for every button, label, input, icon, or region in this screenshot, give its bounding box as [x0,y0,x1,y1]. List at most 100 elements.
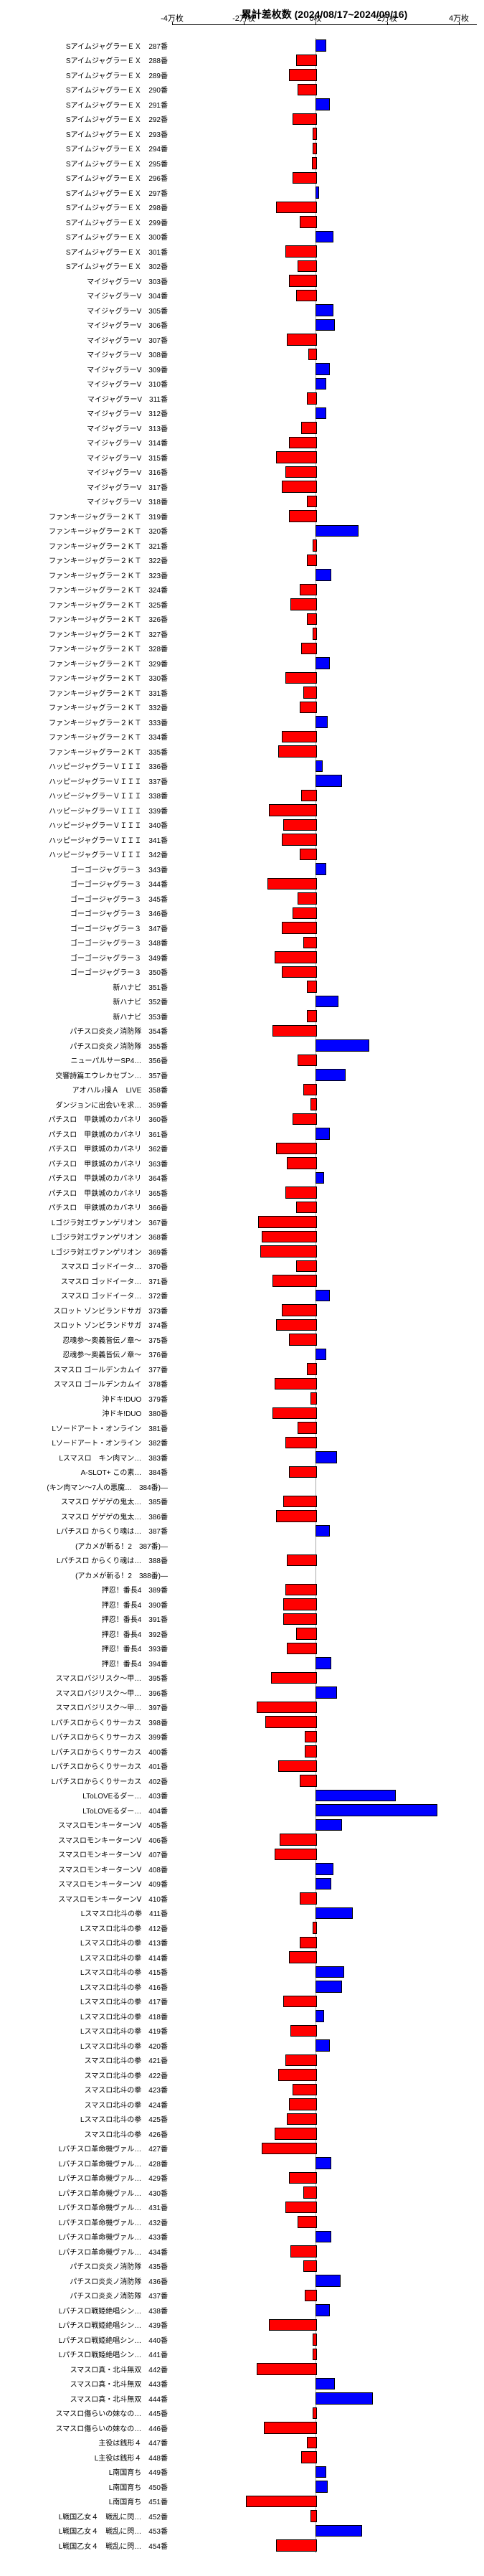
row-bar-area [172,714,459,730]
row-label: スロット ゾンビランドサガ 374番 [7,1319,172,1330]
row-label: Lスマスロ北斗の拳 425番 [7,2113,172,2124]
row-bar-area [172,38,459,53]
row-label: マイジャグラーV 313番 [7,423,172,433]
bar [315,2304,330,2316]
row-label: 交響詩篇エウレカセブン… 357番 [7,1070,172,1080]
row-label: スマスロモンキーターンⅤ 407番 [7,1849,172,1859]
row-bar-area [172,818,459,833]
chart-row: パチスロ 甲鉄城のカバネリ 364番 [172,1171,459,1186]
row-bar-area [172,1200,459,1215]
chart-row: 新ハナビ 351番 [172,979,459,994]
bar [298,1422,317,1434]
bar [269,2319,317,2331]
chart-row: スマスロ ゴッドイータ… 372番 [172,1288,459,1303]
chart-row: ゴーゴージャグラー３ 347番 [172,920,459,935]
chart-row: Lパチスロ革命機ヴァル… 433番 [172,2230,459,2245]
row-bar-area [172,318,459,333]
row-bar-area [172,2494,459,2509]
bar [315,2157,331,2169]
row-bar-area [172,1259,459,1274]
bar [289,437,318,449]
chart-row: ダンジョンに出会いを求… 359番 [172,1097,459,1112]
chart-row: SアイムジャグラーＥＸ 301番 [172,244,459,259]
bar [300,1937,318,1949]
row-label: ニューパルサーSP4… 356番 [7,1055,172,1065]
row-bar-area [172,641,459,656]
bar [315,1686,337,1699]
row-label: Lパチスロ戦姫絶唱シン… 441番 [7,2349,172,2359]
row-bar-area [172,171,459,186]
chart-row: SアイムジャグラーＥＸ 294番 [172,141,459,156]
bar [313,143,317,155]
row-bar-area [172,2112,459,2127]
row-bar-area [172,377,459,392]
row-label: ファンキージャグラー２ＫＴ 321番 [7,540,172,551]
row-label: パチスロ 甲鉄城のカバネリ 360番 [7,1113,172,1124]
bar [315,2525,362,2537]
row-label: LToLOVEるダー… 403番 [7,1790,172,1801]
bar [313,128,317,140]
bar [315,378,326,390]
chart-row: ハッピージャグラーＶＩＩＩ 341番 [172,832,459,847]
row-label: Lパチスロ革命機ヴァル… 428番 [7,2158,172,2169]
chart-row: Lパチスロ革命機ヴァル… 432番 [172,2214,459,2230]
chart-row: 押忍！番長4 394番 [172,1656,459,1671]
chart-row: スマスロ北斗の拳 423番 [172,2082,459,2098]
row-bar-area [172,126,459,141]
chart-row: スマスロ ゲゲゲの鬼太… 385番 [172,1494,459,1509]
bar [315,996,338,1008]
row-label: ファンキージャグラー２ＫＴ 331番 [7,687,172,698]
chart-row: Lスマスロ キン肉マン… 383番 [172,1450,459,1465]
row-label: ファンキージャグラー２ＫＴ 319番 [7,511,172,522]
row-bar-area [172,2318,459,2333]
row-label: Lゴジラ対エヴァンゲリオン 368番 [7,1231,172,1242]
chart-row: スマスロ ゴールデンカムイ 377番 [172,1362,459,1377]
chart-row: スマスロ北斗の拳 424番 [172,2097,459,2112]
row-bar-area [172,950,459,965]
row-label: Lスマスロ北斗の拳 419番 [7,2025,172,2036]
row-label: スマスロ傷らいの妹なの… 446番 [7,2422,172,2433]
x-tick-label: 4万枚 [449,12,469,24]
bar [300,1892,318,1905]
chart-row: スマスロ傷らいの妹なの… 446番 [172,2420,459,2435]
chart-row: SアイムジャグラーＥＸ 292番 [172,112,459,127]
chart-row: Lソードアート・オンライン 382番 [172,1435,459,1450]
bar [315,1981,342,1993]
row-bar-area [172,582,459,598]
chart-row: Lスマスロ北斗の拳 412番 [172,1920,459,1935]
chart-row: Lパチスロからくりサーカス 399番 [172,1730,459,1745]
row-label: SアイムジャグラーＥＸ 295番 [7,158,172,169]
row-label: Lゴジラ対エヴァンゲリオン 367番 [7,1217,172,1227]
bar [308,349,317,361]
row-bar-area [172,1847,459,1862]
bar [303,1084,318,1096]
row-bar-area [172,1024,459,1039]
row-bar-area [172,1612,459,1627]
row-bar-area [172,303,459,318]
row-label: 押忍！番長4 391番 [7,1613,172,1624]
row-label: Lパチスロ革命機ヴァル… 429番 [7,2172,172,2183]
bar [265,1716,317,1728]
row-label: ファンキージャグラー２ＫＴ 326番 [7,613,172,624]
row-label: スマスロバジリスク～甲… 397番 [7,1702,172,1712]
row-bar-area [172,965,459,980]
row-bar-area [172,1053,459,1068]
row-label: スマスロ ゲゲゲの鬼太… 385番 [7,1496,172,1506]
chart-row: 忍魂参～奥義皆伝ノ章～ 376番 [172,1347,459,1362]
row-bar-area [172,1391,459,1406]
chart-row: Lパチスロ戦姫絶唱シン… 438番 [172,2303,459,2318]
bar [303,2260,318,2273]
row-label: Lパチスロからくりサーカス 401番 [7,1760,172,1771]
row-label: マイジャグラーV 315番 [7,452,172,463]
row-label: パチスロ炎炎ノ消防隊 435番 [7,2260,172,2271]
row-bar-area [172,1214,459,1230]
bar [315,39,326,52]
bar [303,2186,318,2199]
chart-row: マイジャグラーV 317番 [172,479,459,494]
bar [287,2113,317,2126]
chart-row: スマスロ ゴッドイータ… 371番 [172,1273,459,1288]
bar [315,1657,331,1669]
row-bar-area [172,494,459,509]
row-label: スマスロモンキーターンⅤ 405番 [7,1819,172,1830]
row-bar-area [172,1126,459,1141]
